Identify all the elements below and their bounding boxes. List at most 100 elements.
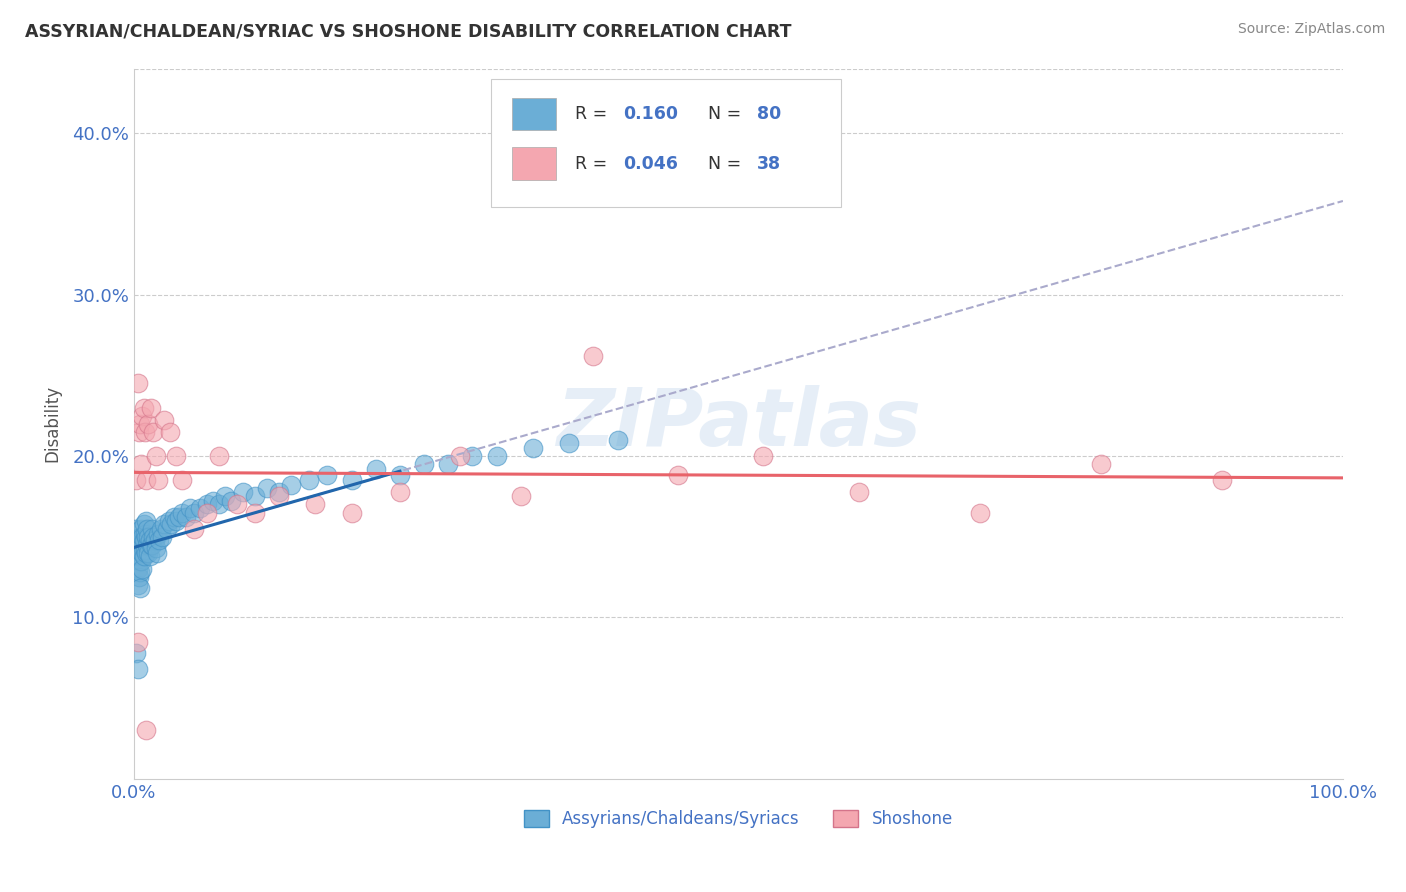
Point (132, 516, 155, 531)
Point (304, 498, 326, 512)
Point (146, 526, 169, 541)
Point (148, 533, 170, 547)
Point (388, 484, 411, 499)
Point (155, 522, 177, 536)
Point (138, 417, 160, 431)
Point (136, 538, 159, 552)
Point (129, 582, 152, 596)
Point (127, 662, 149, 676)
Point (129, 566, 152, 580)
Point (606, 433, 628, 447)
Point (129, 538, 152, 552)
Point (160, 516, 183, 531)
Point (135, 473, 157, 487)
Point (201, 494, 224, 508)
Point (1211, 473, 1233, 487)
Point (135, 514, 157, 528)
Point (153, 516, 176, 531)
Point (141, 538, 163, 552)
Point (243, 489, 266, 503)
FancyBboxPatch shape (512, 147, 555, 180)
Point (157, 514, 180, 528)
FancyBboxPatch shape (491, 79, 841, 207)
Point (207, 449, 229, 463)
Point (364, 462, 387, 476)
Point (125, 473, 148, 487)
Point (129, 457, 152, 471)
Point (666, 468, 689, 483)
Point (195, 506, 218, 520)
Point (207, 498, 229, 512)
Point (132, 549, 155, 563)
Y-axis label: Disability: Disability (44, 385, 60, 462)
Point (127, 538, 149, 552)
Point (751, 449, 773, 463)
Point (127, 376, 149, 391)
Point (139, 538, 162, 552)
Point (256, 481, 278, 495)
Point (183, 506, 205, 520)
Point (132, 533, 155, 547)
Text: 80: 80 (756, 105, 780, 123)
Point (143, 533, 166, 547)
Point (136, 522, 159, 536)
FancyBboxPatch shape (512, 97, 555, 130)
Point (298, 473, 321, 487)
Point (225, 498, 247, 512)
Point (388, 468, 411, 483)
Point (165, 449, 187, 463)
Point (150, 530, 173, 544)
Point (129, 530, 152, 544)
Point (485, 449, 508, 463)
Point (153, 413, 176, 427)
Point (280, 478, 302, 492)
Point (128, 542, 150, 557)
Point (129, 549, 152, 563)
Point (219, 494, 242, 508)
Point (149, 522, 172, 536)
Point (413, 457, 436, 471)
Point (129, 522, 152, 536)
Point (135, 723, 157, 738)
Point (134, 526, 156, 541)
Point (135, 530, 157, 544)
Text: Source: ZipAtlas.com: Source: ZipAtlas.com (1237, 22, 1385, 37)
Text: N =: N = (709, 154, 747, 173)
Point (167, 510, 190, 524)
Point (141, 522, 163, 536)
Point (128, 570, 150, 584)
Text: ZIPatlas: ZIPatlas (555, 384, 921, 463)
Point (135, 546, 157, 560)
Point (131, 562, 153, 576)
Point (340, 506, 363, 520)
Point (124, 522, 146, 536)
Point (183, 522, 205, 536)
Point (243, 506, 266, 520)
Point (172, 506, 194, 520)
Text: R =: R = (575, 105, 613, 123)
Point (174, 510, 197, 524)
Text: 0.046: 0.046 (624, 154, 679, 173)
Point (509, 489, 531, 503)
Point (129, 554, 152, 568)
Point (267, 484, 290, 499)
Point (437, 457, 460, 471)
Legend: Assyrians/Chaldeans/Syriacs, Shoshone: Assyrians/Chaldeans/Syriacs, Shoshone (517, 803, 959, 835)
Point (138, 546, 160, 560)
Point (165, 514, 187, 528)
Point (1090, 457, 1112, 471)
Point (145, 541, 167, 555)
Point (139, 401, 162, 415)
Point (138, 533, 160, 547)
Point (127, 634, 149, 648)
Point (127, 562, 149, 576)
Point (190, 500, 212, 515)
Point (316, 468, 339, 483)
Point (582, 349, 605, 363)
Point (214, 489, 236, 503)
Point (172, 473, 194, 487)
Point (131, 546, 153, 560)
Point (449, 449, 471, 463)
Text: 0.160: 0.160 (624, 105, 679, 123)
Point (163, 510, 186, 524)
